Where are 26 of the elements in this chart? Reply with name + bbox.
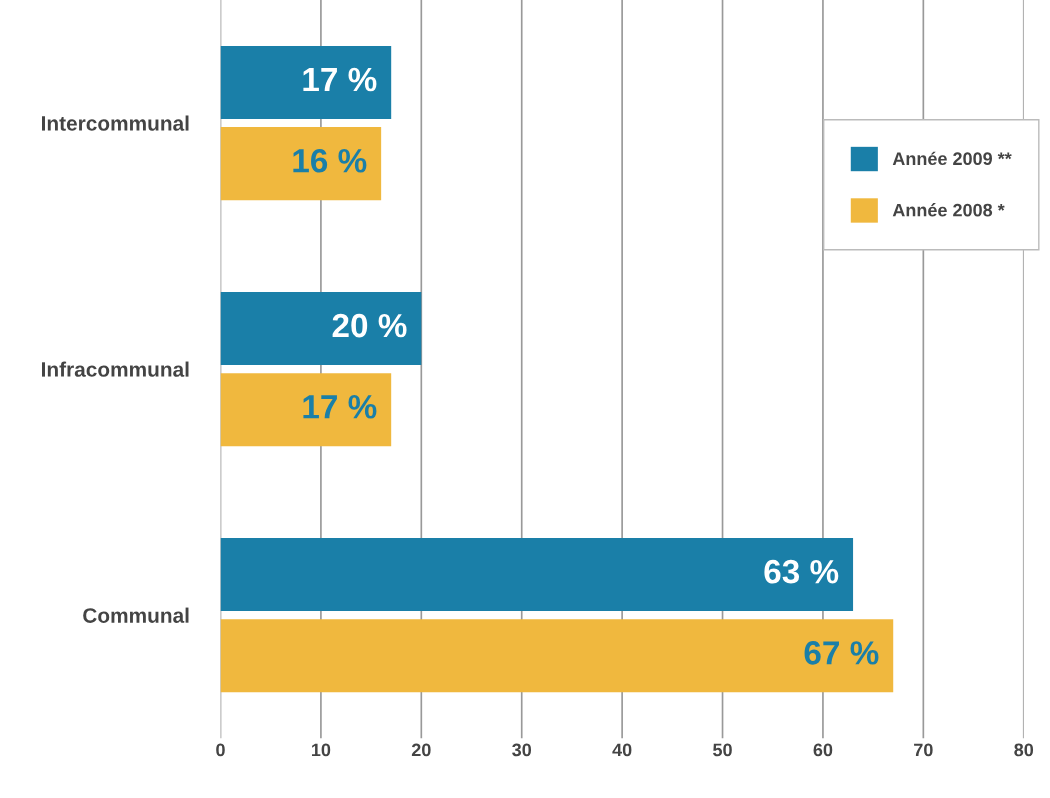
x-tick-label: 30 <box>512 743 532 757</box>
legend-label: Année 2008 * <box>892 203 1005 217</box>
x-tick-label: 10 <box>312 743 331 757</box>
bar <box>220 619 894 693</box>
x-tick-label: 40 <box>612 743 632 757</box>
x-tick-label: 0 <box>216 743 225 757</box>
y-tick-label: Infracommunal <box>42 361 189 377</box>
x-tick-label: 70 <box>914 743 933 757</box>
x-tick-label: 50 <box>713 743 732 757</box>
data-label: 17 % <box>303 395 377 419</box>
y-tick-label: Intercommunal <box>42 115 189 131</box>
legend-label: Année 2009 ** <box>892 151 1012 166</box>
data-label: 67 % <box>804 641 879 665</box>
bar <box>220 127 382 201</box>
data-label: 16 % <box>293 148 367 173</box>
x-tick-label: 60 <box>813 743 833 757</box>
x-tick-label: 20 <box>411 743 431 757</box>
bar <box>220 291 422 366</box>
data-label: 20 % <box>332 313 407 338</box>
data-label: 63 % <box>764 559 839 584</box>
x-tick-label: 80 <box>1014 743 1034 757</box>
y-tick-label: Communal <box>83 607 189 623</box>
data-label: 17 % <box>303 67 377 92</box>
bar <box>220 45 392 119</box>
bar <box>220 537 854 612</box>
bar <box>220 373 392 447</box>
